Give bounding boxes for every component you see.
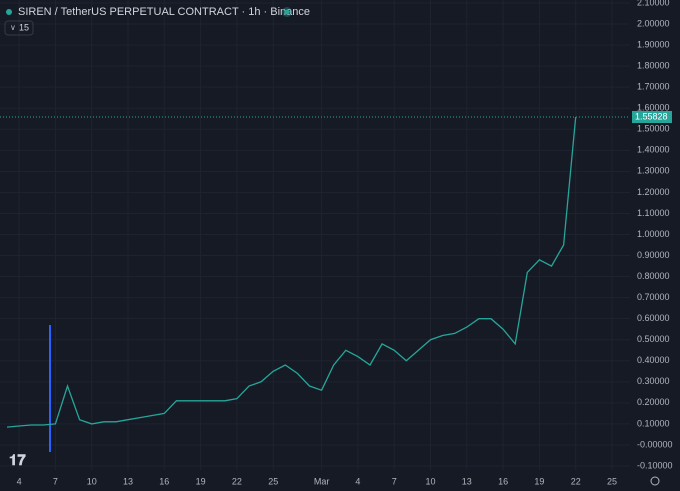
y-tick-label: 0.80000	[637, 271, 670, 281]
x-tick-label: 25	[268, 476, 278, 486]
y-tick-label: -0.10000	[637, 460, 673, 470]
y-tick-label: 0.40000	[637, 355, 670, 365]
x-tick-label: 25	[607, 476, 617, 486]
live-indicator-dot	[284, 9, 290, 15]
x-tick-label: 22	[571, 476, 581, 486]
y-tick-label: 1.70000	[637, 82, 670, 92]
x-tick-label: 22	[232, 476, 242, 486]
last-price-tag	[632, 111, 672, 124]
x-tick-label: 19	[196, 476, 206, 486]
chart-title: SIREN / TetherUS PERPETUAL CONTRACT · 1h…	[18, 6, 310, 18]
x-tick-label: 7	[392, 476, 397, 486]
x-tick-label: 19	[534, 476, 544, 486]
y-tick-label: 1.50000	[637, 124, 670, 134]
grid	[0, 0, 630, 470]
last-price-label: 1.55828	[635, 111, 668, 121]
y-tick-label: 1.80000	[637, 61, 670, 71]
badge-arrow: ∨	[10, 23, 16, 32]
y-tick-label: 0.90000	[637, 250, 670, 260]
y-tick-label: 1.20000	[637, 187, 670, 197]
y-tick-label: 0.20000	[637, 397, 670, 407]
x-tick-label: 10	[87, 476, 97, 486]
y-tick-label: 2.10000	[637, 0, 670, 7]
y-tick-label: 2.00000	[637, 18, 670, 28]
y-tick-label: 1.00000	[637, 229, 670, 239]
y-tick-label: 1.10000	[637, 208, 670, 218]
x-tick-label: 4	[355, 476, 360, 486]
x-tick-label: 16	[159, 476, 169, 486]
settings-icon[interactable]	[650, 476, 660, 486]
x-tick-label: 13	[462, 476, 472, 486]
y-tick-label: 1.90000	[637, 39, 670, 49]
y-tick-label: 0.50000	[637, 334, 670, 344]
x-tick-label: 10	[425, 476, 435, 486]
y-tick-label: 0.60000	[637, 313, 670, 323]
x-tick-label: 7	[53, 476, 58, 486]
tv-logo: 𝟏𝟕	[9, 452, 26, 469]
y-tick-label: 0.30000	[637, 376, 670, 386]
x-tick-label: Mar	[314, 476, 330, 486]
y-tick-label: 0.10000	[637, 418, 670, 428]
x-tick-label: 16	[498, 476, 508, 486]
y-tick-label: 1.30000	[637, 166, 670, 176]
indicator-badge[interactable]	[4, 20, 34, 36]
x-tick-label: 13	[123, 476, 133, 486]
price-line	[6, 116, 577, 428]
x-tick-label: 4	[17, 476, 22, 486]
y-tick-label: 1.40000	[637, 145, 670, 155]
y-tick-label: 1.60000	[637, 103, 670, 113]
y-tick-label: -0.00000	[637, 439, 673, 449]
badge-value: 15	[19, 22, 29, 32]
status-dot	[6, 9, 12, 15]
y-tick-label: 0.70000	[637, 292, 670, 302]
